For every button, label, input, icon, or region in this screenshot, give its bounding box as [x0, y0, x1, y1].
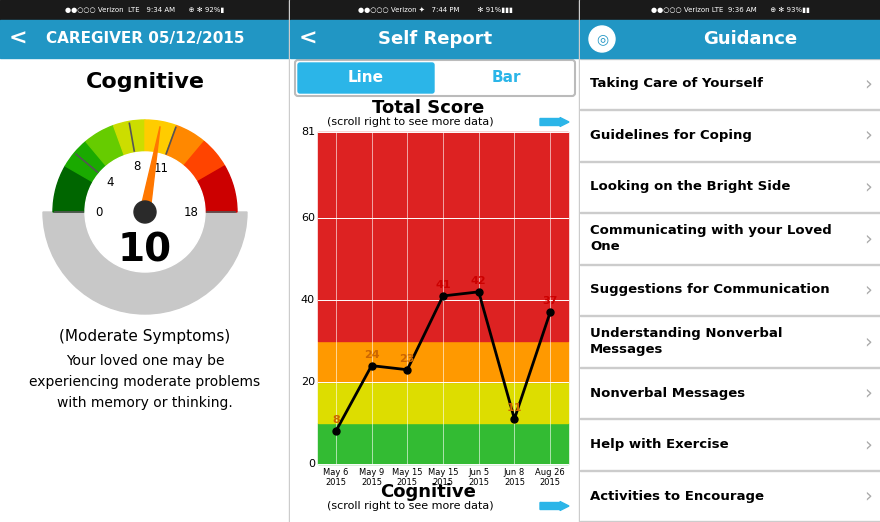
Text: Guidance: Guidance [703, 30, 797, 48]
Bar [580, 212, 880, 213]
Text: Nonverbal Messages: Nonverbal Messages [590, 387, 745, 400]
Text: 0: 0 [95, 206, 103, 219]
Text: <: < [9, 29, 27, 49]
Text: ●●○○○ Verizon ✦   7:44 PM        ✻ 91%▮▮▮: ●●○○○ Verizon ✦ 7:44 PM ✻ 91%▮▮▮ [357, 7, 512, 13]
Polygon shape [140, 126, 160, 220]
Wedge shape [197, 166, 237, 212]
Text: CAREGIVER 05/12/2015: CAREGIVER 05/12/2015 [46, 31, 245, 46]
Text: ›: › [864, 332, 872, 351]
Text: 18: 18 [184, 206, 198, 219]
Bar [318, 132, 568, 341]
Text: Looking on the Bright Side: Looking on the Bright Side [590, 181, 790, 193]
Text: ●●○○○ Verizon LTE  9:36 AM      ⊕ ✻ 93%▮▮: ●●○○○ Verizon LTE 9:36 AM ⊕ ✻ 93%▮▮ [650, 7, 810, 13]
FancyBboxPatch shape [298, 63, 434, 93]
Text: ›: › [864, 229, 872, 248]
Text: Bar: Bar [491, 70, 521, 86]
Text: 4: 4 [106, 176, 114, 189]
FancyBboxPatch shape [295, 60, 575, 96]
Text: May 15
2015: May 15 2015 [392, 468, 422, 488]
Text: 81: 81 [301, 127, 315, 137]
Text: 60: 60 [301, 213, 315, 223]
Text: 23: 23 [400, 354, 415, 364]
Bar [580, 0, 880, 20]
Text: 41: 41 [436, 280, 451, 290]
Bar [579, 0, 580, 522]
Text: 8: 8 [332, 415, 340, 425]
Bar [318, 382, 568, 423]
Bar [580, 109, 880, 110]
Text: Suggestions for Communication: Suggestions for Communication [590, 283, 830, 296]
Text: Self Report: Self Report [378, 30, 492, 48]
Text: Jun 8
2015: Jun 8 2015 [504, 468, 525, 488]
Text: 11: 11 [153, 162, 168, 175]
Text: (scroll right to see more data): (scroll right to see more data) [326, 117, 494, 127]
Circle shape [589, 26, 615, 52]
Bar [0, 0, 290, 20]
Text: Communicating with your Loved
One: Communicating with your Loved One [590, 224, 832, 253]
Text: (scroll right to see more data): (scroll right to see more data) [326, 501, 494, 511]
Wedge shape [145, 120, 177, 156]
Text: 37: 37 [542, 296, 558, 306]
Text: ›: › [864, 487, 872, 506]
Text: ›: › [864, 435, 872, 454]
Text: Taking Care of Yourself: Taking Care of Yourself [590, 77, 763, 90]
Text: ●●○○○ Verizon  LTE   9:34 AM      ⊕ ✻ 92%▮: ●●○○○ Verizon LTE 9:34 AM ⊕ ✻ 92%▮ [65, 7, 224, 13]
Bar [318, 423, 568, 464]
Bar [580, 315, 880, 316]
Bar [580, 264, 880, 265]
Text: 0: 0 [308, 459, 315, 469]
FancyArrow shape [540, 502, 569, 511]
Text: Cognitive: Cognitive [380, 483, 476, 501]
Text: Help with Exercise: Help with Exercise [590, 438, 729, 451]
Text: 8: 8 [134, 160, 141, 173]
Bar [580, 367, 880, 368]
Text: Understanding Nonverbal
Messages: Understanding Nonverbal Messages [590, 327, 782, 356]
Circle shape [85, 152, 205, 272]
Text: Jun 5
2015: Jun 5 2015 [468, 468, 489, 488]
Bar [290, 20, 580, 58]
Bar [580, 161, 880, 162]
Text: ◎: ◎ [596, 32, 608, 46]
Text: 10: 10 [118, 231, 172, 269]
Wedge shape [65, 141, 106, 182]
Wedge shape [184, 141, 224, 182]
Wedge shape [53, 166, 93, 212]
Bar [0, 20, 290, 58]
Text: Line: Line [348, 70, 384, 86]
Text: 24: 24 [363, 350, 379, 360]
Text: ›: › [864, 126, 872, 145]
Text: May 6
2015: May 6 2015 [323, 468, 348, 488]
Text: ›: › [864, 177, 872, 196]
Text: 11: 11 [507, 403, 522, 413]
Bar [580, 470, 880, 471]
Text: 42: 42 [471, 276, 487, 286]
Wedge shape [43, 212, 247, 314]
Bar [290, 0, 580, 20]
Text: Your loved one may be
experiencing moderate problems
with memory or thinking.: Your loved one may be experiencing moder… [29, 354, 260, 410]
Text: ›: › [864, 74, 872, 93]
Text: Cognitive: Cognitive [85, 72, 204, 92]
Text: ›: › [864, 280, 872, 300]
Bar [580, 20, 880, 58]
Bar [289, 0, 290, 522]
Bar [580, 57, 880, 58]
Text: Activities to Encourage: Activities to Encourage [590, 490, 764, 503]
Text: ›: › [864, 384, 872, 402]
Text: 40: 40 [301, 295, 315, 305]
Bar [580, 521, 880, 522]
Text: May 9
2015: May 9 2015 [359, 468, 385, 488]
Text: 20: 20 [301, 377, 315, 387]
Bar [318, 341, 568, 382]
Wedge shape [165, 126, 204, 166]
Circle shape [134, 201, 156, 223]
Wedge shape [86, 126, 124, 166]
Text: (Moderate Symptoms): (Moderate Symptoms) [59, 329, 231, 345]
Wedge shape [114, 120, 145, 156]
Text: Aug 26
2015: Aug 26 2015 [535, 468, 565, 488]
Text: May 15
2015: May 15 2015 [428, 468, 458, 488]
Text: <: < [298, 29, 318, 49]
Text: Total Score: Total Score [372, 99, 484, 117]
FancyArrow shape [540, 117, 569, 126]
Text: Guidelines for Coping: Guidelines for Coping [590, 129, 752, 142]
